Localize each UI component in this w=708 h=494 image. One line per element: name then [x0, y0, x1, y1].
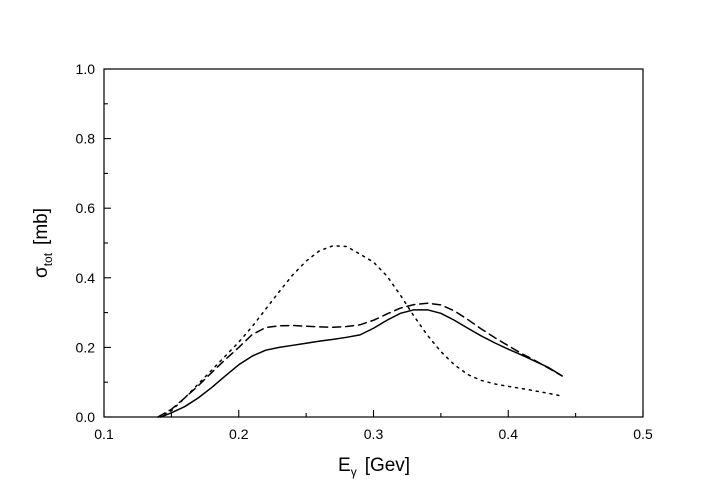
y-tick-label: 1.0	[76, 61, 96, 77]
y-tick-label: 0.8	[76, 131, 96, 147]
y-tick-label: 0.2	[76, 339, 96, 355]
y-tick-label: 0.0	[76, 409, 96, 425]
svg-text:σtot[mb]: σtot[mb]	[31, 208, 55, 278]
x-tick-label: 0.1	[94, 426, 114, 442]
x-tick-label: 0.5	[633, 426, 653, 442]
axis-ticks	[103, 68, 644, 418]
plot-frame	[103, 68, 644, 418]
y-axis-label: σtot[mb]	[31, 208, 55, 278]
y-tick-label: 0.6	[76, 200, 96, 216]
y-tick-label: 0.4	[76, 270, 96, 286]
dashed-curve	[157, 302, 563, 418]
axis-tick-labels: 0.1 0.2 0.3 0.4 0.5 0.0 0.2 0.4 0.6 0.8 1.0	[76, 61, 653, 442]
x-tick-label: 0.2	[229, 426, 249, 442]
x-axis-label: Eγ [Gev]	[338, 455, 410, 479]
series-layer	[157, 245, 563, 418]
dotted-curve	[157, 245, 563, 418]
solid-curve	[159, 309, 563, 418]
x-tick-label: 0.3	[364, 426, 384, 442]
x-tick-label: 0.4	[499, 426, 519, 442]
